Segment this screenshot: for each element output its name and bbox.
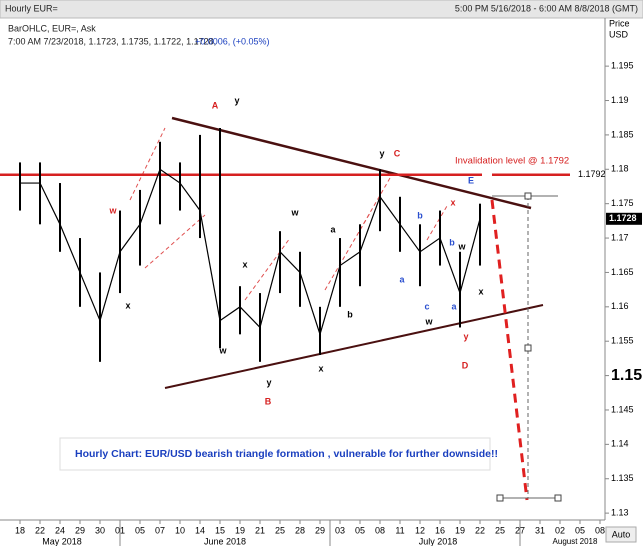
handle (496, 494, 504, 502)
x-tick-label: 02 (555, 525, 565, 535)
y-tick-label: 1.135 (611, 473, 634, 483)
handle (554, 494, 562, 502)
wave-label: C (394, 148, 401, 158)
wave-label: w (457, 241, 466, 251)
x-tick-label: 12 (415, 525, 425, 535)
x-tick-label: 29 (75, 525, 85, 535)
x-tick-label: 19 (455, 525, 465, 535)
wave-label: w (218, 345, 227, 355)
x-tick-label: 30 (95, 525, 105, 535)
y-tick-label: 1.18 (611, 164, 629, 174)
x-tick-label: 11 (395, 525, 404, 535)
x-tick-label: 24 (55, 525, 65, 535)
wave-label: b (417, 210, 423, 220)
y-tick-label: 1.17 (611, 232, 629, 242)
y-tick-label: 1.13 (611, 507, 629, 517)
handle (524, 344, 532, 352)
y-tick-label: 1.185 (611, 129, 634, 139)
y-tick-label: 1.155 (611, 336, 634, 346)
x-tick-label: 19 (235, 525, 245, 535)
wave-label: y (379, 148, 384, 158)
subtitle: BarOHLC, EUR=, Ask (8, 23, 96, 33)
x-tick-label: 25 (275, 525, 285, 535)
upper-trendline (171, 116, 532, 210)
wave-guides (129, 127, 448, 301)
handle (524, 192, 532, 200)
auto-button-label[interactable]: Auto (612, 529, 631, 539)
invalidation-text: Invalidation level @ 1.1792 (455, 155, 569, 166)
x-tick-label: 21 (255, 525, 265, 535)
wave-label: a (399, 274, 405, 284)
y-tick-label: 1.175 (611, 198, 634, 208)
x-tick-label: 07 (155, 525, 165, 535)
wave-label: w (290, 207, 299, 217)
wave-label: x (318, 363, 323, 373)
y-tick-label: 1.195 (611, 61, 634, 71)
x-tick-label: 28 (295, 525, 305, 535)
projection-line (490, 199, 529, 501)
wave-label: E (468, 175, 474, 185)
wave-label: B (265, 396, 272, 406)
x-tick-label: 05 (355, 525, 365, 535)
wave-label: D (462, 360, 469, 370)
wave-label: b (347, 309, 353, 319)
y-axis-label: USD (609, 29, 629, 39)
y-tick-label: 1.16 (611, 301, 629, 311)
x-tick-label: 22 (475, 525, 485, 535)
chart-title: Hourly EUR= (5, 3, 58, 13)
x-tick-label: 05 (135, 525, 145, 535)
wave-label: A (212, 100, 219, 110)
close-line (20, 168, 481, 337)
y-axis-label: Price (609, 18, 630, 28)
x-tick-label: 31 (535, 525, 545, 535)
y-tick-label: 1.165 (611, 267, 634, 277)
invalidation-tag: 1.1792 (578, 169, 606, 179)
x-tick-label: 08 (595, 525, 605, 535)
header-bar (0, 0, 643, 19)
month-label: May 2018 (42, 536, 82, 546)
x-tick-label: 22 (35, 525, 45, 535)
date-range: 5:00 PM 5/16/2018 - 6:00 AM 8/8/2018 (GM… (455, 3, 638, 13)
month-label: July 2018 (419, 536, 458, 546)
x-tick-label: 10 (175, 525, 185, 535)
x-tick-label: 16 (435, 525, 445, 535)
wave-label: b (449, 237, 455, 247)
y-tick-label: 1.14 (611, 439, 629, 449)
month-label: June 2018 (204, 536, 246, 546)
x-tick-label: 15 (215, 525, 225, 535)
y-tick-label: 1.145 (611, 404, 634, 414)
quote: 7:00 AM 7/23/2018, 1.1723, 1.1735, 1.172… (8, 36, 216, 46)
y-tick-label: 1.19 (611, 95, 629, 105)
wave-label: x (450, 197, 455, 207)
last-price-tag (606, 212, 642, 225)
x-tick-label: 18 (15, 525, 25, 535)
y-tick-label: 1.15 (611, 367, 642, 384)
quote-change: +0.0006, (+0.05%) (195, 36, 270, 46)
wave-label: x (478, 286, 483, 296)
wave-label: c (424, 301, 429, 311)
wave-label: x (242, 259, 247, 269)
x-tick-label: 03 (335, 525, 345, 535)
wave-label: w (108, 205, 117, 215)
wave-label: y (234, 95, 239, 105)
wave-label: y (463, 331, 468, 341)
wave-label: a (451, 301, 457, 311)
caption: Hourly Chart: EUR/USD bearish triangle f… (75, 448, 498, 460)
wave-label: x (125, 300, 130, 310)
x-tick-label: 05 (575, 525, 585, 535)
month-label: August 2018 (553, 537, 598, 546)
lower-trendline (164, 304, 544, 389)
last-price-label: 1.1728 (609, 213, 637, 223)
x-tick-label: 29 (315, 525, 325, 535)
caption-box (59, 437, 491, 471)
wave-label: a (330, 224, 336, 234)
x-tick-label: 08 (375, 525, 385, 535)
auto-button[interactable] (605, 526, 637, 543)
wave-label: y (266, 377, 271, 387)
x-tick-label: 25 (495, 525, 505, 535)
x-tick-label: 14 (195, 525, 205, 535)
wave-label: w (424, 316, 433, 326)
